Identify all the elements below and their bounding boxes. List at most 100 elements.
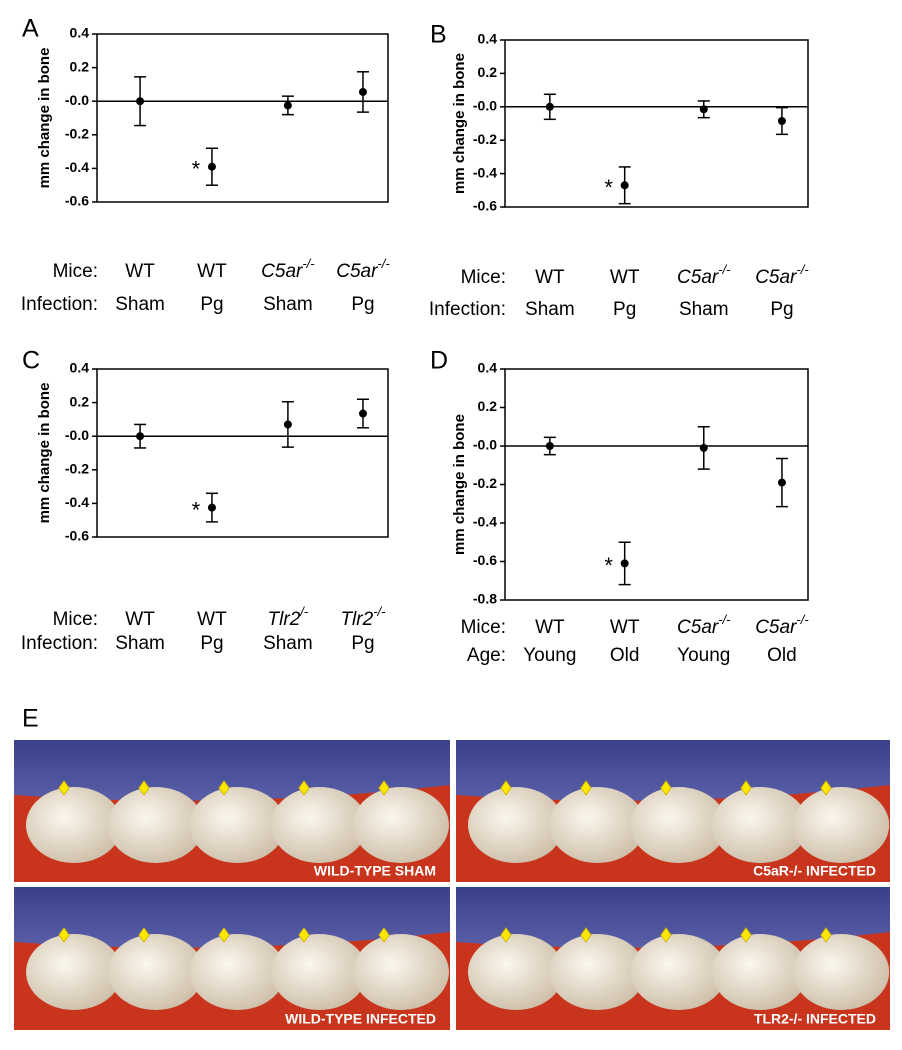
y-tick-label: 0.2	[70, 393, 90, 409]
x-tick-label: Pg	[200, 294, 223, 315]
photo-caption: WILD-TYPE SHAM	[314, 863, 436, 879]
y-tick-label: -0.6	[473, 552, 497, 568]
mean-point	[620, 559, 629, 568]
mean-point	[777, 116, 786, 125]
x-row-label: Mice:	[53, 261, 98, 282]
y-tick-label: -0.8	[473, 591, 497, 607]
y-tick-label: 0.4	[478, 31, 498, 47]
plot-frame	[504, 368, 809, 601]
panel-letter: D	[430, 347, 448, 375]
mean-point	[136, 97, 145, 106]
gum	[456, 887, 890, 948]
panel-letter: E	[22, 705, 39, 733]
marker	[138, 927, 150, 943]
x-row-label: Mice:	[461, 617, 506, 638]
x-tick-label: Young	[677, 645, 730, 666]
y-tick-label: -0.4	[473, 514, 497, 530]
mean-point	[136, 432, 145, 441]
photo-caption: WILD-TYPE INFECTED	[285, 1011, 436, 1027]
tooth	[468, 934, 564, 1010]
tooth	[189, 787, 286, 863]
marker	[138, 780, 150, 796]
x-tick-label: WT	[125, 261, 155, 282]
gum	[14, 740, 450, 801]
y-tick-label: -0.2	[65, 461, 89, 477]
x-tick-label: Pg	[613, 299, 636, 320]
y-tick-label: 0.2	[478, 64, 498, 80]
x-tick-label: Sham	[115, 633, 165, 654]
marker	[58, 780, 70, 796]
mean-point	[620, 181, 629, 190]
x-tick-label: Tlr2-/-	[340, 604, 386, 630]
y-tick-label: -0.0	[473, 437, 497, 453]
y-tick-label: -0.0	[65, 427, 89, 443]
x-tick-label: WT	[535, 267, 565, 288]
x-tick-label: Old	[767, 645, 797, 666]
marker	[298, 780, 310, 796]
x-tick-label: WT	[125, 609, 155, 630]
tooth	[468, 787, 564, 863]
marker	[740, 780, 752, 796]
y-tick-label: -0.6	[473, 198, 497, 214]
gum	[14, 887, 450, 948]
tooth	[352, 787, 449, 863]
marker	[740, 927, 752, 943]
tooth	[549, 787, 646, 863]
y-axis-title: mm change in bone	[36, 48, 53, 189]
x-tick-label: C5ar-/-	[336, 256, 390, 282]
marker	[820, 927, 832, 943]
mean-point	[283, 420, 292, 429]
x-tick-label: Sham	[679, 299, 729, 320]
marker	[660, 927, 672, 943]
y-tick-label: -0.4	[65, 494, 89, 510]
x-tick-label: Sham	[263, 294, 313, 315]
significance-mark: *	[604, 553, 613, 578]
x-tick-label: Pg	[200, 633, 223, 654]
marker	[378, 927, 390, 943]
tooth	[711, 787, 808, 863]
marker	[500, 780, 512, 796]
mean-point	[358, 87, 367, 96]
tooth	[26, 934, 122, 1010]
x-tick-label: Pg	[351, 633, 374, 654]
y-tick-label: -0.4	[65, 159, 89, 175]
x-tick-label: Old	[610, 645, 640, 666]
x-tick-label: C5ar-/-	[677, 262, 731, 288]
x-tick-label: WT	[610, 267, 640, 288]
tooth	[793, 787, 890, 863]
y-tick-label: -0.0	[473, 98, 497, 114]
tooth	[271, 787, 368, 863]
photo-caption: TLR2-/- INFECTED	[754, 1011, 876, 1027]
y-tick-label: -0.6	[65, 193, 89, 209]
y-tick-label: -0.2	[473, 131, 497, 147]
x-tick-label: Pg	[351, 294, 374, 315]
y-tick-label: 0.4	[70, 360, 90, 376]
photo: C5aR-/- INFECTED	[456, 740, 890, 882]
y-axis-title: mm change in bone	[36, 383, 53, 524]
x-row-label: Mice:	[53, 609, 98, 630]
photo: TLR2-/- INFECTED	[456, 887, 890, 1030]
y-tick-label: -0.4	[473, 164, 497, 180]
panel-letter: B	[430, 21, 447, 49]
gum	[456, 740, 890, 801]
x-tick-label: C5ar-/-	[677, 612, 731, 638]
y-tick-label: 0.4	[70, 25, 90, 41]
tooth	[630, 787, 727, 863]
significance-mark: *	[192, 157, 201, 182]
tooth	[630, 934, 727, 1010]
x-tick-label: C5ar-/-	[755, 612, 809, 638]
x-tick-label: Tlr2/-	[268, 604, 309, 630]
y-tick-label: 0.2	[70, 58, 90, 74]
plot-frame	[504, 39, 809, 208]
x-tick-label: Pg	[770, 299, 793, 320]
mean-point	[207, 503, 216, 512]
significance-mark: *	[192, 497, 201, 522]
y-tick-label: 0.4	[478, 360, 498, 376]
mean-point	[699, 105, 708, 114]
photo: WILD-TYPE SHAM	[14, 740, 450, 882]
tooth	[189, 934, 286, 1010]
significance-mark: *	[604, 175, 613, 200]
marker	[218, 927, 230, 943]
mean-point	[207, 162, 216, 171]
